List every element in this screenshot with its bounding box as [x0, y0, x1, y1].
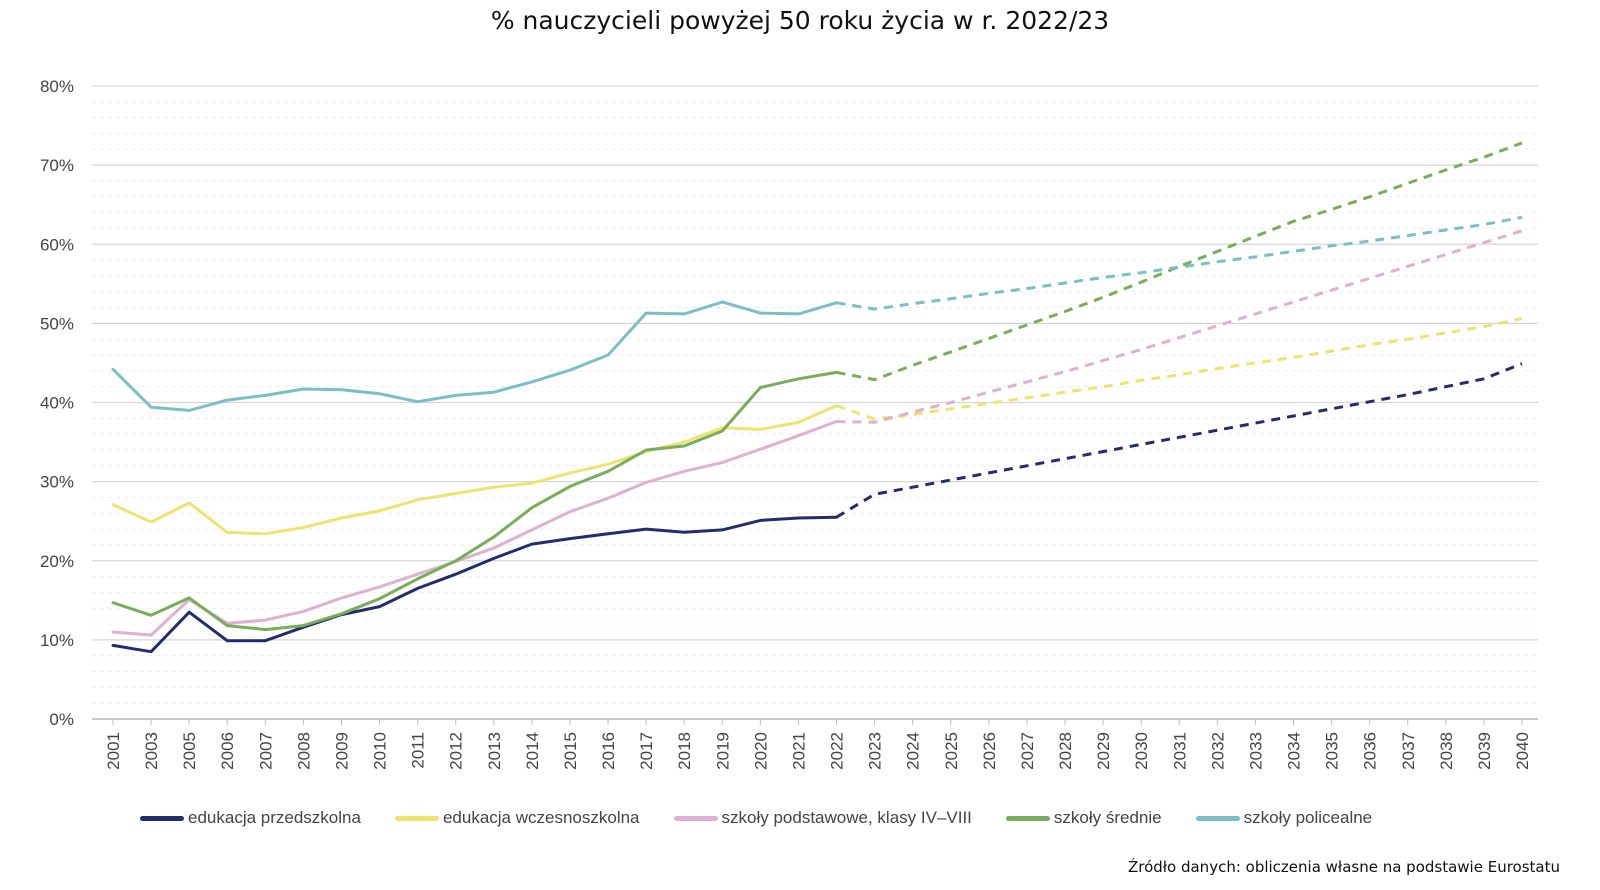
x-tick-label: 2032	[1208, 732, 1227, 770]
x-tick-label: 2037	[1399, 732, 1418, 770]
x-tick-label: 2027	[1018, 732, 1037, 770]
x-tick-label: 2040	[1513, 732, 1532, 770]
y-axis-ticks: 0% 10% 20% 30% 40% 50% 60% 70% 80%	[40, 77, 74, 729]
y-tick-label: 30%	[40, 473, 74, 492]
y-tick-label: 40%	[40, 394, 74, 413]
legend-label: edukacja wczesnoszkolna	[443, 808, 640, 828]
legend-item: szkoły policealne	[1196, 808, 1373, 828]
x-tick-label: 2034	[1285, 732, 1304, 770]
legend-item: szkoły średnie	[1006, 808, 1162, 828]
x-tick-label: 2020	[751, 732, 770, 770]
y-tick-label: 50%	[40, 314, 74, 333]
legend-label: edukacja przedszkolna	[188, 808, 361, 828]
y-tick-label: 20%	[40, 552, 74, 571]
x-tick-label: 2012	[447, 732, 466, 770]
x-tick-label: 2019	[713, 732, 732, 770]
x-tick-label: 2025	[942, 732, 961, 770]
x-tick-label: 2024	[904, 732, 923, 770]
legend-swatch	[140, 816, 184, 821]
x-tick-label: 2031	[1170, 732, 1189, 770]
x-tick-label: 2005	[180, 732, 199, 770]
legend-label: szkoły średnie	[1054, 808, 1162, 828]
legend-swatch	[1196, 816, 1240, 821]
y-tick-label: 0%	[49, 710, 74, 729]
x-tick-label: 2010	[371, 732, 390, 770]
x-tick-label: 2008	[294, 732, 313, 770]
legend-swatch	[674, 816, 718, 821]
series-line-actual	[113, 372, 837, 629]
x-tick-label: 2028	[1056, 732, 1075, 770]
legend-swatch	[395, 816, 439, 821]
x-axis-ticks: 2001 2003 2005 2006 2007 2008 2009 2010 2011 2012…	[104, 719, 1532, 770]
y-tick-label: 60%	[40, 235, 74, 254]
series-5	[113, 217, 1522, 410]
legend-item: edukacja wczesnoszkolna	[395, 808, 640, 828]
x-tick-label: 2003	[142, 732, 161, 770]
x-tick-label: 2016	[599, 732, 618, 770]
series-line-projection	[837, 143, 1523, 380]
series-line-projection	[837, 217, 1523, 309]
x-tick-label: 2011	[409, 732, 428, 769]
legend-label: szkoły podstawowe, klasy IV–VIII	[722, 808, 972, 828]
x-tick-label: 2015	[561, 732, 580, 770]
x-tick-label: 2035	[1323, 732, 1342, 770]
x-tick-label: 2013	[485, 732, 504, 770]
x-tick-label: 2029	[1094, 732, 1113, 770]
legend: edukacja przedszkolna edukacja wczesnoszk…	[140, 808, 1406, 828]
x-tick-label: 2026	[980, 732, 999, 770]
x-tick-label: 2014	[523, 732, 542, 770]
series-lines	[113, 143, 1522, 652]
y-tick-label: 70%	[40, 156, 74, 175]
x-tick-label: 2018	[675, 732, 694, 770]
x-tick-label: 2009	[332, 732, 351, 770]
y-tick-label: 10%	[40, 631, 74, 650]
x-tick-label: 2023	[866, 732, 885, 770]
source-note: Źródło danych: obliczenia własne na pods…	[1128, 858, 1560, 876]
series-2	[113, 319, 1522, 534]
legend-swatch	[1006, 816, 1050, 821]
legend-item: szkoły podstawowe, klasy IV–VIII	[674, 808, 972, 828]
x-tick-label: 2007	[256, 732, 275, 770]
x-tick-label: 2006	[218, 732, 237, 770]
x-tick-label: 2038	[1437, 732, 1456, 770]
x-tick-label: 2021	[789, 732, 808, 770]
x-tick-label: 2030	[1132, 732, 1151, 770]
series-line-actual	[113, 302, 837, 410]
series-line-projection	[837, 319, 1523, 420]
x-tick-label: 2017	[637, 732, 656, 770]
line-chart: 0%10%20%30%40%50%60%70%80% 2001 2003 2005 2…	[0, 0, 1600, 890]
legend-item: edukacja przedszkolna	[140, 808, 361, 828]
x-tick-label: 2036	[1361, 732, 1380, 770]
x-tick-label: 2001	[104, 732, 123, 770]
legend-label: szkoły policealne	[1244, 808, 1373, 828]
x-tick-label: 2039	[1475, 732, 1494, 770]
series-line-projection	[837, 364, 1523, 518]
y-tick-label: 80%	[40, 77, 74, 96]
series-line-actual	[113, 517, 837, 652]
x-tick-label: 2022	[828, 732, 847, 770]
x-tick-label: 2033	[1246, 732, 1265, 770]
